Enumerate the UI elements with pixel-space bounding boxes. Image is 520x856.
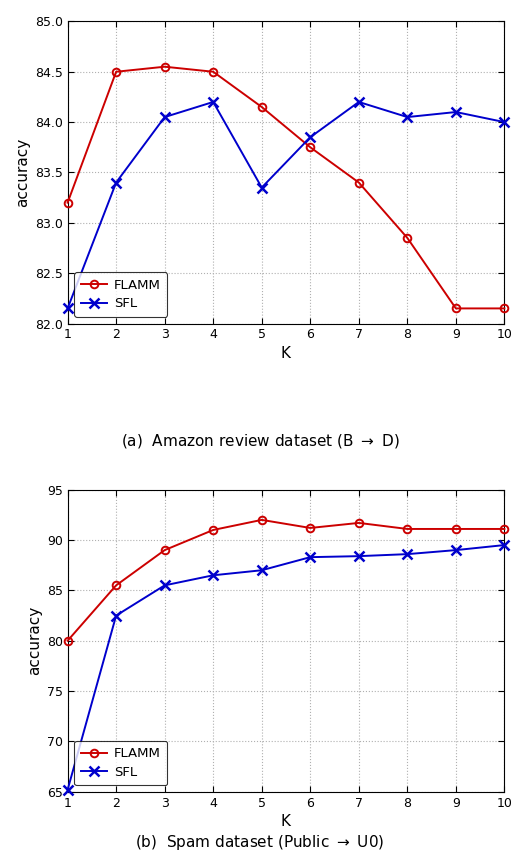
FLAMM [453, 303, 459, 313]
SFL [453, 545, 459, 556]
Y-axis label: accuracy: accuracy [16, 138, 31, 207]
FLAMM [501, 524, 508, 534]
FLAMM [64, 636, 71, 646]
SFL [404, 112, 410, 122]
SFL [162, 112, 168, 122]
SFL [307, 132, 314, 142]
FLAMM [404, 233, 410, 243]
X-axis label: K: K [281, 346, 291, 360]
FLAMM [258, 102, 265, 112]
SFL [210, 97, 216, 107]
SFL [453, 107, 459, 117]
SFL [113, 610, 119, 621]
Text: (a)  Amazon review dataset (B $\rightarrow$ D): (a) Amazon review dataset (B $\rightarro… [121, 432, 399, 450]
FLAMM [113, 67, 119, 77]
SFL [162, 580, 168, 591]
Line: SFL: SFL [63, 97, 509, 313]
Legend: FLAMM, SFL: FLAMM, SFL [74, 272, 167, 317]
Legend: FLAMM, SFL: FLAMM, SFL [74, 740, 167, 785]
Line: SFL: SFL [63, 540, 509, 794]
SFL [64, 303, 71, 313]
SFL [307, 552, 314, 562]
FLAMM [64, 198, 71, 208]
FLAMM [307, 142, 314, 152]
FLAMM [113, 580, 119, 591]
SFL [258, 565, 265, 575]
SFL [64, 785, 71, 795]
Text: (b)  Spam dataset (Public $\rightarrow$ U0): (b) Spam dataset (Public $\rightarrow$ U… [135, 833, 385, 852]
Y-axis label: accuracy: accuracy [28, 606, 43, 675]
FLAMM [162, 62, 168, 72]
FLAMM [404, 524, 410, 534]
FLAMM [210, 525, 216, 535]
SFL [501, 540, 508, 550]
FLAMM [356, 518, 362, 528]
SFL [356, 551, 362, 562]
SFL [501, 117, 508, 128]
FLAMM [453, 524, 459, 534]
SFL [113, 177, 119, 187]
FLAMM [210, 67, 216, 77]
Line: FLAMM: FLAMM [64, 62, 508, 312]
FLAMM [258, 514, 265, 525]
FLAMM [162, 545, 168, 556]
SFL [210, 570, 216, 580]
FLAMM [356, 177, 362, 187]
SFL [356, 97, 362, 107]
X-axis label: K: K [281, 814, 291, 829]
FLAMM [307, 523, 314, 533]
SFL [258, 182, 265, 193]
Line: FLAMM: FLAMM [64, 516, 508, 645]
FLAMM [501, 303, 508, 313]
SFL [404, 549, 410, 559]
